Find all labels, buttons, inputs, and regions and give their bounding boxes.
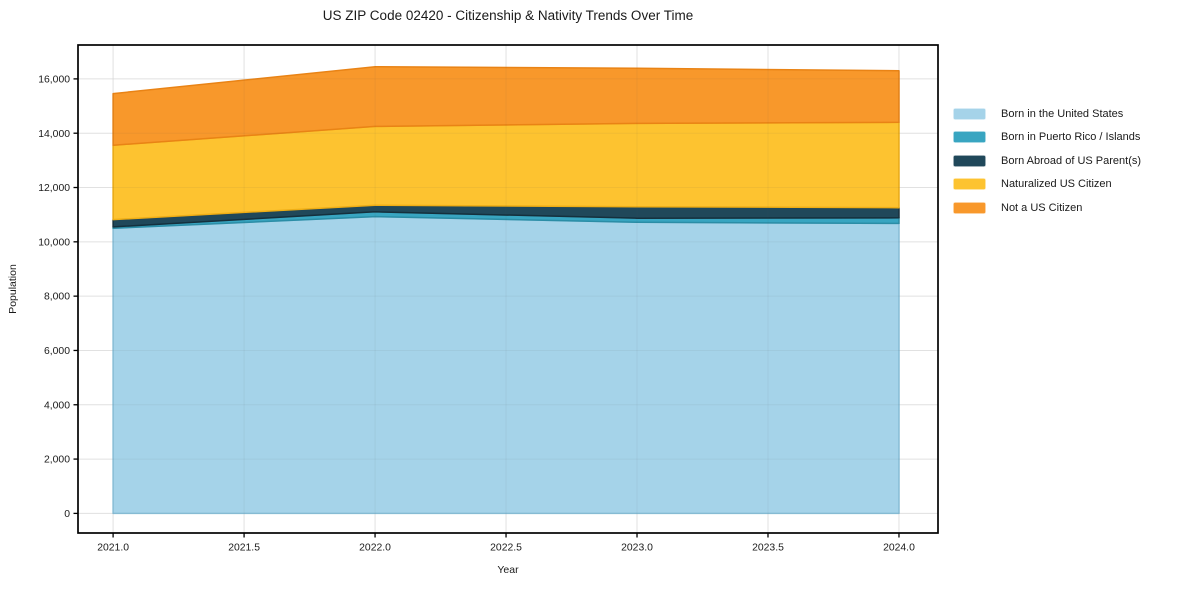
chart-title: US ZIP Code 02420 - Citizenship & Nativi… [322, 8, 694, 23]
legend-item-born-in-us: Born in the United States [953, 108, 1141, 120]
y-tick-label: 10,000 [38, 237, 70, 248]
y-tick-label: 4,000 [44, 400, 70, 411]
legend-swatch-not-citizen [953, 201, 986, 214]
legend-label: Born in the United States [1001, 108, 1124, 120]
legend-swatch-puerto-rico [953, 131, 986, 144]
y-tick-label: 8,000 [44, 292, 70, 303]
y-tick-label: 12,000 [38, 183, 70, 194]
x-tick-label: 2023.0 [621, 543, 653, 554]
y-axis-label: Population [7, 264, 19, 314]
area-series-4 [112, 65, 900, 146]
x-tick-label: 2022.5 [490, 543, 522, 554]
axes-spines [77, 44, 939, 534]
legend-swatch-born-in-us [953, 108, 986, 120]
legend-label: Naturalized US Citizen [1001, 178, 1112, 191]
x-tick-label: 2021.0 [97, 543, 129, 554]
y-tick-label: 6,000 [44, 346, 70, 357]
x-tick-label: 2022.0 [359, 543, 391, 554]
legend: Born in the United States Born in Puerto… [953, 108, 1141, 225]
legend-item-naturalized: Naturalized US Citizen [953, 178, 1141, 191]
legend-item-not-citizen: Not a US Citizen [953, 201, 1141, 214]
legend-item-born-abroad: Born Abroad of US Parent(s) [953, 154, 1142, 167]
y-tick-label: 2,000 [44, 455, 70, 466]
legend-swatch-born-abroad [953, 154, 986, 167]
legend-label: Not a US Citizen [1001, 201, 1083, 214]
y-tick-label: 0 [64, 509, 70, 520]
y-tick-label: 14,000 [38, 129, 70, 140]
y-tick-label: 16,000 [38, 74, 70, 85]
x-tick-label: 2024.0 [883, 543, 915, 554]
legend-item-puerto-rico: Born in Puerto Rico / Islands [953, 131, 1141, 144]
x-axis-label: Year [497, 564, 519, 576]
legend-swatch-naturalized [953, 178, 986, 191]
x-tick-label: 2023.5 [752, 543, 784, 554]
legend-label: Born Abroad of US Parent(s) [1001, 154, 1142, 167]
legend-label: Born in Puerto Rico / Islands [1001, 131, 1141, 144]
x-tick-label: 2021.5 [228, 543, 260, 554]
